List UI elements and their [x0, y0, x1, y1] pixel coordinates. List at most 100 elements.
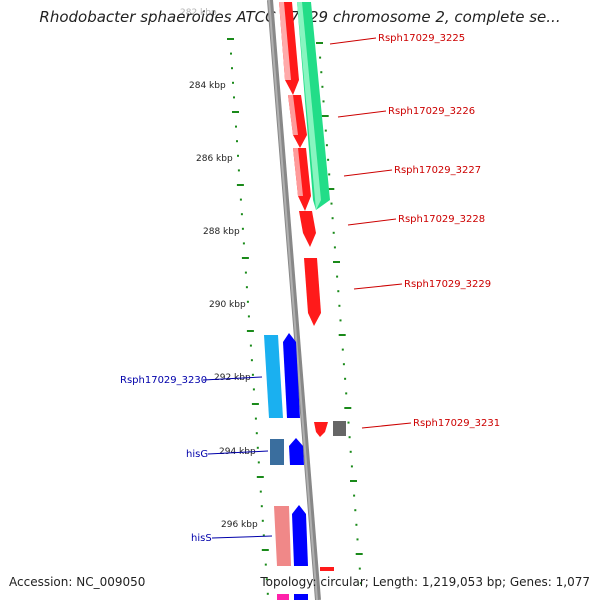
- ruler-minor-tick: [264, 563, 267, 566]
- ruler-minor-tick: [235, 125, 237, 128]
- ruler-minor-tick: [341, 348, 344, 351]
- gene-feature[interactable]: [283, 333, 300, 418]
- gene-feature[interactable]: [294, 594, 308, 600]
- ruler-major-tick: [327, 188, 335, 190]
- gene-label[interactable]: Rsph17029_3231: [413, 418, 500, 429]
- ruler-minor-tick: [359, 582, 362, 585]
- gene-label[interactable]: hisS: [191, 533, 212, 544]
- gene-feature[interactable]: [270, 439, 284, 465]
- ruler-minor-tick: [236, 140, 238, 143]
- accession-text: Accession: NC_009050: [9, 575, 146, 589]
- ruler-major-tick: [241, 257, 249, 259]
- leader-line: [207, 450, 269, 455]
- ruler-major-tick: [338, 334, 346, 336]
- ruler-label-286: 286 kbp: [196, 154, 233, 164]
- ruler-minor-tick: [254, 417, 257, 420]
- ruler-major-tick: [232, 111, 239, 113]
- gene-label[interactable]: Rsph17029_3230: [120, 375, 207, 386]
- feature-group-forward: [279, 2, 346, 571]
- ruler-minor-tick: [328, 173, 331, 176]
- ruler-minor-tick: [333, 246, 336, 249]
- ruler-minor-tick: [247, 315, 250, 318]
- ruler-minor-tick: [262, 534, 265, 537]
- feature-group-reverse: [264, 333, 308, 600]
- ruler-minor-tick: [261, 519, 264, 522]
- backbone: [267, 0, 321, 600]
- gene-label[interactable]: hisG: [186, 449, 208, 460]
- gene-label[interactable]: Rsph17029_3227: [394, 165, 481, 176]
- gene-feature[interactable]: [304, 258, 321, 326]
- gene-feature[interactable]: [289, 438, 304, 465]
- ruler-minor-tick: [255, 432, 258, 435]
- ruler-minor-tick: [348, 436, 351, 439]
- ruler-major-tick: [316, 42, 323, 44]
- ruler-major-tick: [261, 549, 269, 551]
- ruler-major-tick: [344, 407, 352, 409]
- gene-label[interactable]: Rsph17029_3225: [378, 33, 465, 44]
- ruler-minor-tick: [336, 275, 339, 278]
- ruler-minor-tick: [246, 300, 249, 303]
- ruler-minor-tick: [266, 592, 269, 595]
- ruler-major-tick: [355, 553, 363, 555]
- ruler-minor-tick: [257, 461, 260, 464]
- ruler-minor-tick: [324, 129, 327, 132]
- gene-labels-left: Rsph17029_3230 hisG hisS: [120, 375, 273, 544]
- ruler-minor-tick: [241, 227, 244, 230]
- ruler-minor-tick: [232, 81, 234, 84]
- gene-label[interactable]: Rsph17029_3226: [388, 106, 475, 117]
- gene-feature-gray[interactable]: [333, 421, 346, 436]
- leader-line: [343, 169, 393, 177]
- ruler-minor-tick: [230, 52, 232, 55]
- ruler-minor-tick: [233, 96, 235, 99]
- leader-line: [211, 535, 273, 539]
- gene-labels-right: Rsph17029_3225 Rsph17029_3226 Rsph17029_…: [329, 33, 500, 429]
- ruler-label-292: 292 kbp: [214, 373, 251, 383]
- leader-line: [329, 37, 377, 45]
- ruler-minor-tick: [338, 304, 341, 307]
- ruler-minor-tick: [331, 217, 334, 220]
- ruler-label-282: 282 kbp: [180, 8, 217, 18]
- gene-feature-shade: [297, 2, 321, 210]
- ruler-minor-tick: [237, 169, 240, 172]
- gene-feature[interactable]: [277, 594, 289, 600]
- ruler-track-right: [316, 42, 363, 585]
- ruler-minor-tick: [349, 450, 352, 453]
- ruler-minor-tick: [239, 198, 242, 201]
- ruler-minor-tick: [356, 538, 359, 541]
- gene-feature[interactable]: [299, 211, 316, 247]
- gene-feature-shade: [279, 2, 291, 80]
- ruler-major-tick: [321, 115, 329, 117]
- ruler-minor-tick: [245, 286, 248, 289]
- ruler-minor-tick: [242, 242, 245, 245]
- ruler-label-284: 284 kbp: [189, 81, 226, 91]
- gene-label[interactable]: Rsph17029_3228: [398, 214, 485, 225]
- ruler-minor-tick: [358, 567, 361, 570]
- ruler-minor-tick: [330, 202, 333, 205]
- leader-line: [202, 376, 263, 381]
- ruler-minor-tick: [353, 494, 356, 497]
- gene-label[interactable]: Rsph17029_3229: [404, 279, 491, 290]
- gene-feature[interactable]: [320, 567, 334, 571]
- ruler-minor-tick: [332, 231, 335, 234]
- ruler-minor-tick: [319, 56, 322, 59]
- ruler-major-tick: [251, 403, 259, 405]
- gene-feature[interactable]: [264, 335, 283, 418]
- ruler-minor-tick: [322, 100, 325, 103]
- ruler-minor-tick: [327, 158, 330, 161]
- ruler-minor-tick: [237, 154, 239, 157]
- genome-summary-text: Topology: circular; Length: 1,219,053 bp…: [260, 575, 590, 589]
- ruler-minor-tick: [260, 505, 263, 508]
- ruler-track-left: [227, 38, 269, 595]
- ruler-minor-tick: [342, 363, 345, 366]
- gene-feature[interactable]: [292, 505, 308, 566]
- ruler-label-290: 290 kbp: [209, 300, 246, 310]
- ruler-major-tick: [236, 184, 244, 186]
- ruler-minor-tick: [250, 359, 253, 362]
- ruler-label-288: 288 kbp: [203, 227, 240, 237]
- ruler-minor-tick: [249, 344, 252, 347]
- gene-feature[interactable]: [314, 422, 328, 437]
- ruler-major-tick: [256, 476, 264, 478]
- ruler-minor-tick: [344, 377, 347, 380]
- gene-feature[interactable]: [274, 506, 291, 566]
